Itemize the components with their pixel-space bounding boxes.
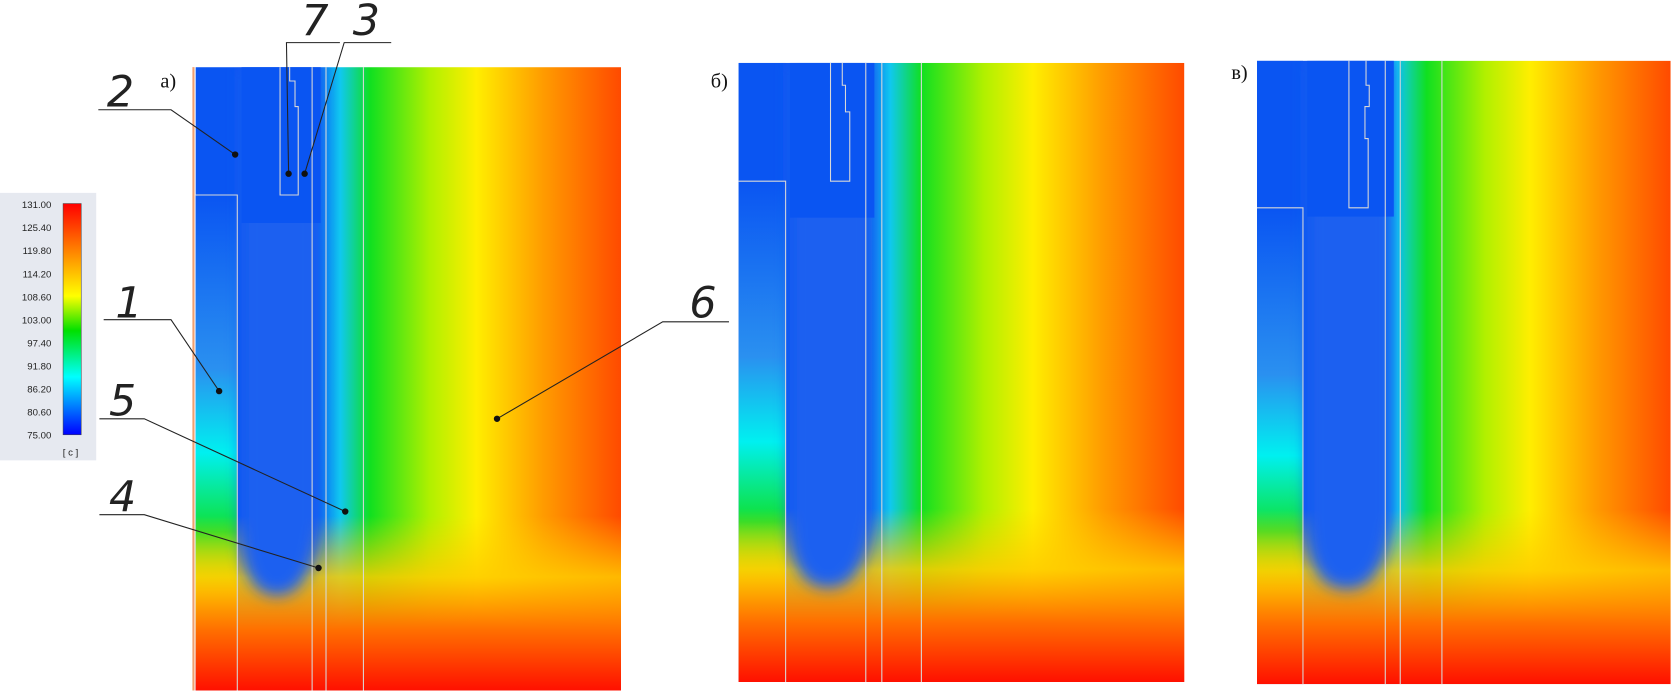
legend-tick-label: 75.00 <box>27 430 51 441</box>
temperature-field <box>738 62 1185 683</box>
legend-tick-label: 103.00 <box>22 315 51 326</box>
callouts: 2 7 3 1 5 4 6 <box>98 0 729 572</box>
panel-label: в) <box>1231 62 1247 84</box>
temperature-field <box>1257 60 1671 685</box>
legend-tick-label: 119.80 <box>23 246 52 257</box>
callout-number: 3 <box>353 0 380 46</box>
field-cold-core <box>1307 60 1394 217</box>
legend-tick-label: 114.20 <box>23 269 52 280</box>
field-cold-core <box>241 67 321 223</box>
color-bar <box>62 203 82 436</box>
callout-number: 7 <box>301 0 328 46</box>
legend: [ c ] 131.00 125.40 119.80 114.20 108.60 103.… <box>0 192 97 461</box>
callout-number: 6 <box>689 279 716 329</box>
temperature-field <box>195 67 622 691</box>
panel-label: а) <box>160 70 176 92</box>
legend-tick-label: 91.80 <box>27 361 51 372</box>
callout-number: 4 <box>109 473 136 523</box>
legend-unit: [ c ] <box>63 447 78 458</box>
panel-label: б) <box>711 70 728 92</box>
legend-tick-label: 86.20 <box>27 384 51 395</box>
callout-number: 2 <box>107 68 134 118</box>
legend-tick-label: 97.40 <box>27 338 51 349</box>
field-top <box>738 62 786 182</box>
fields <box>195 60 1671 691</box>
field-cold-core <box>789 62 875 218</box>
legend-tick-label: 108.60 <box>22 292 51 303</box>
callout-number: 5 <box>109 377 136 427</box>
legend-tick-label: 80.60 <box>27 407 51 418</box>
legend-tick-label: 125.40 <box>22 223 51 234</box>
callout-number: 1 <box>115 279 142 329</box>
legend-tick-label: 131.00 <box>22 200 51 211</box>
field-top <box>1257 60 1303 208</box>
geometry <box>192 60 1443 691</box>
